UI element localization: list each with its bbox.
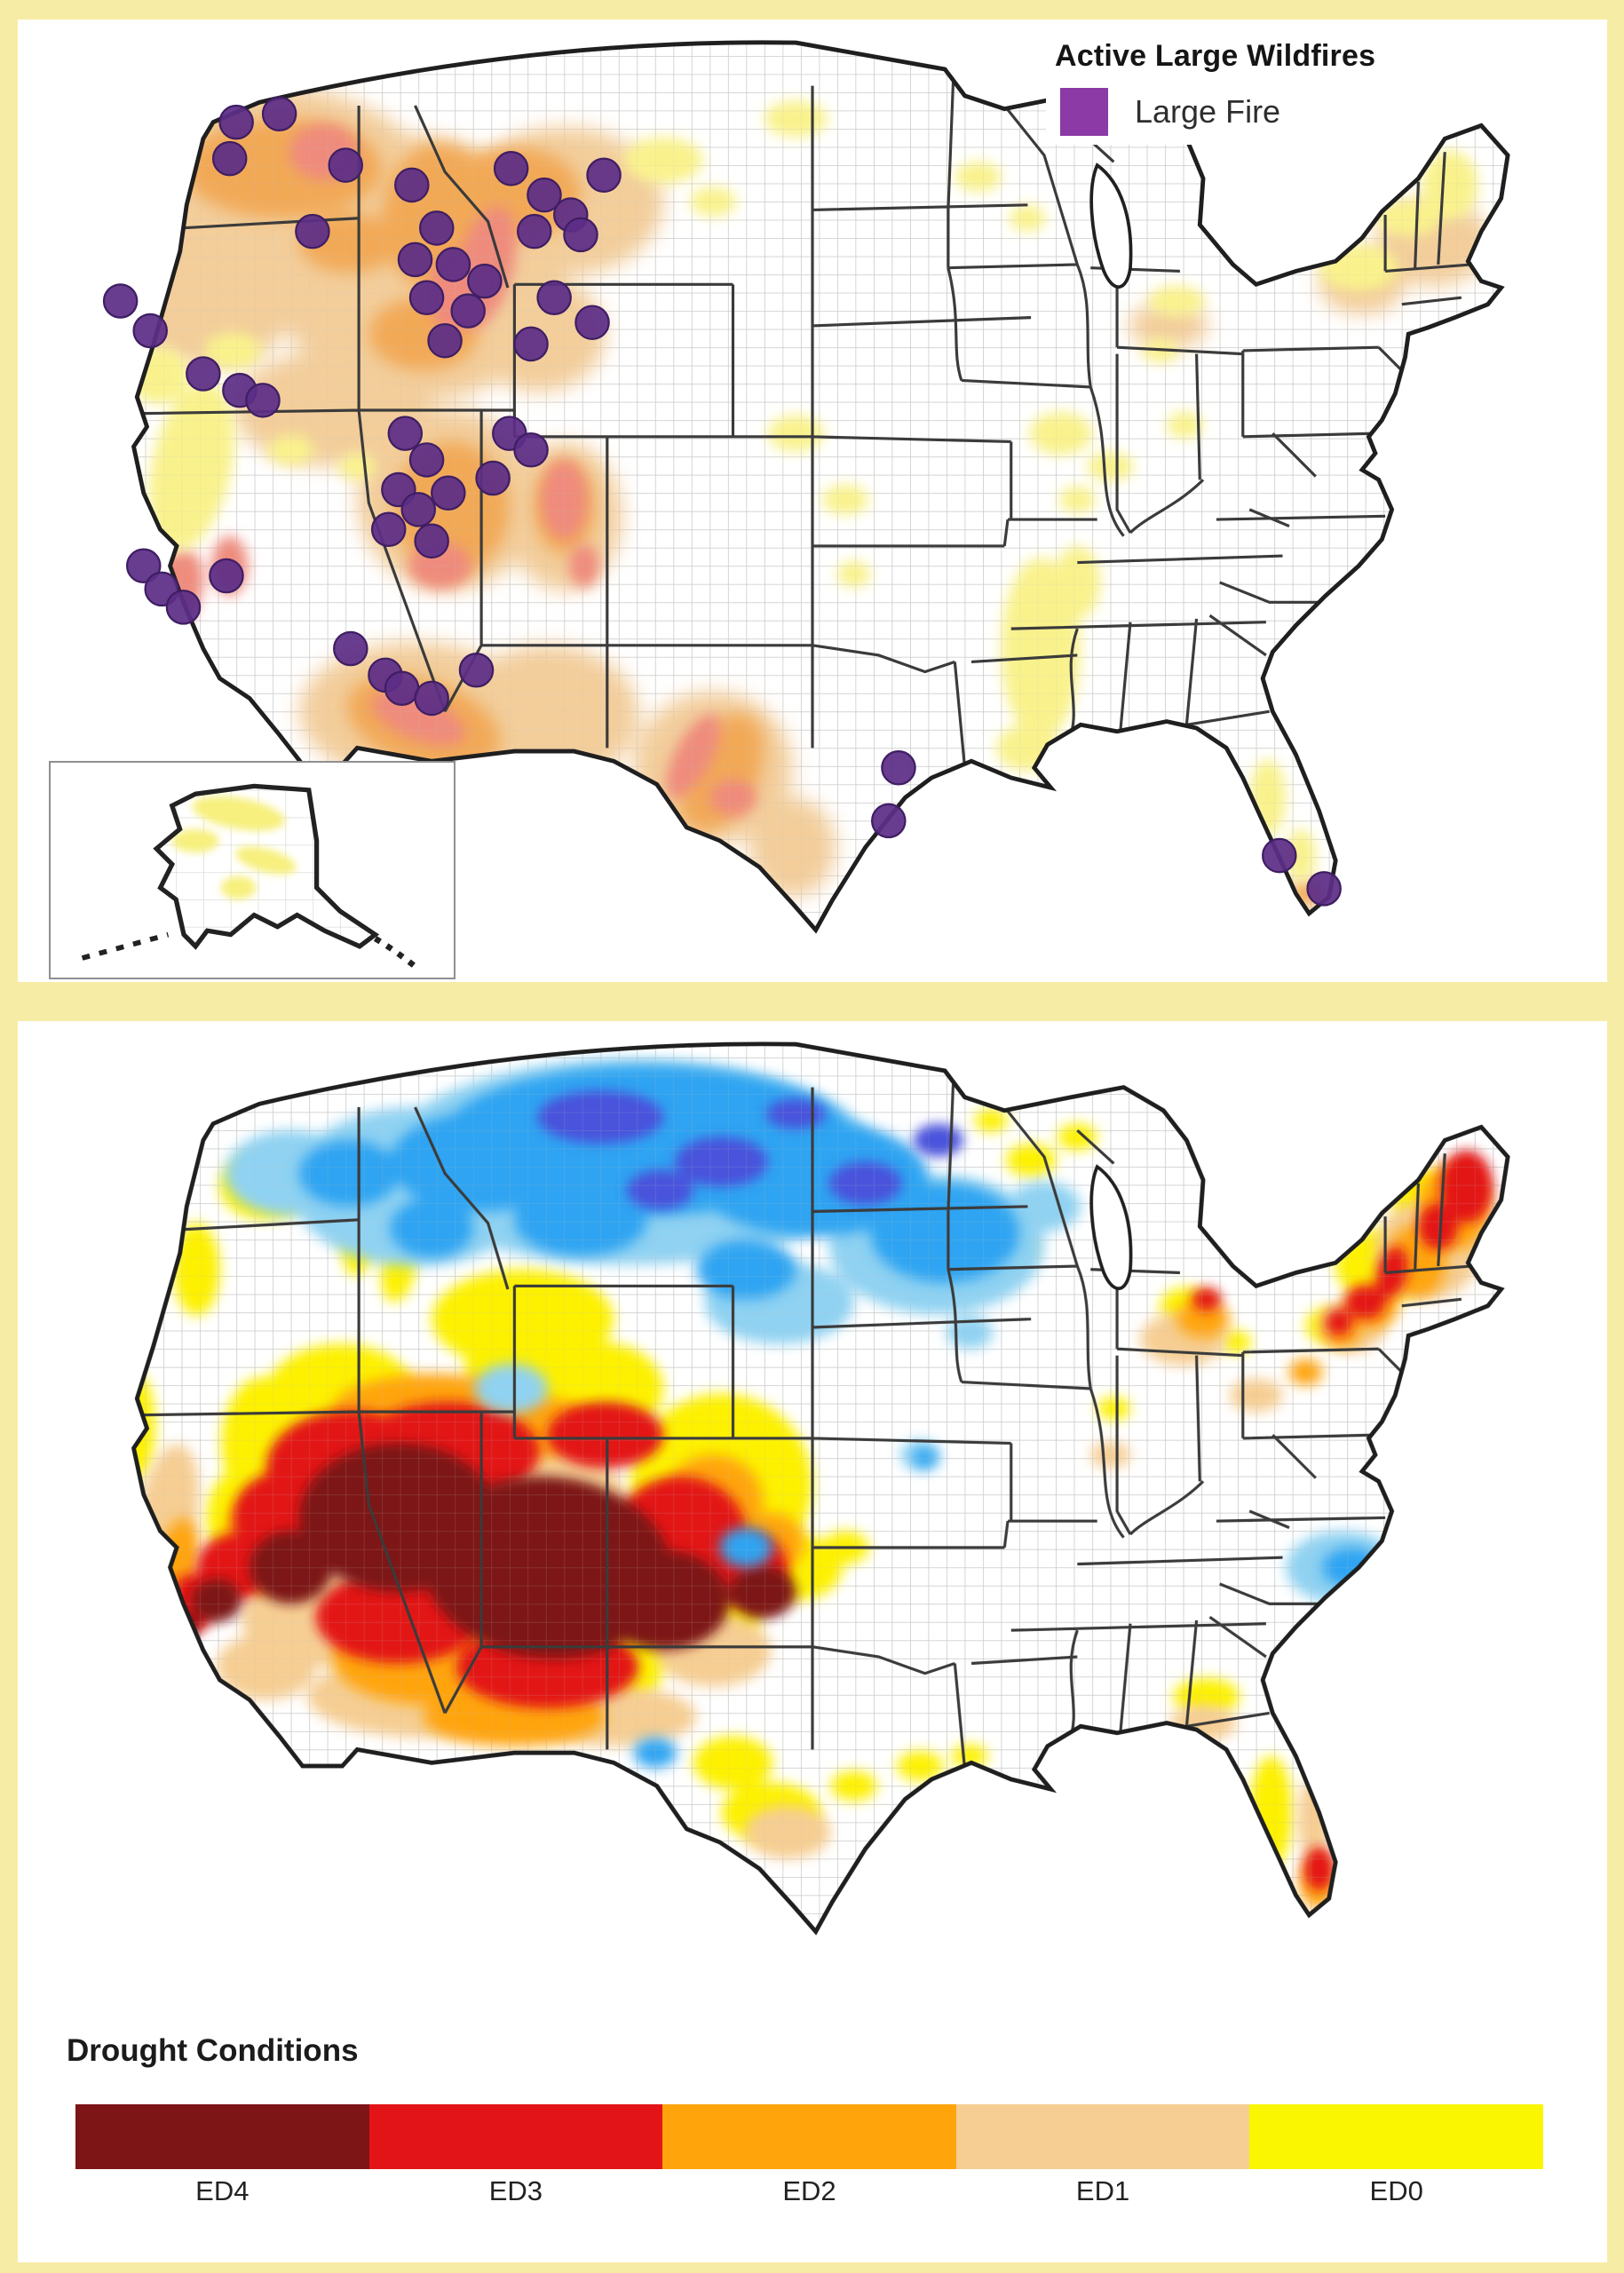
drought-legend: Drought Conditions ED4 ED3 ED2 ED1 ED0: [18, 2033, 1607, 2206]
drought-legend-bar: [75, 2104, 1543, 2169]
us-map-canvas: [131, 1041, 1510, 1936]
drought-swatch-ED0: [1249, 2104, 1543, 2169]
large-fire-label: Large Fire: [1135, 93, 1281, 130]
large-fire-swatch: [1060, 88, 1108, 136]
drought-label-ED3: ED3: [488, 2175, 543, 2206]
wildfire-map-panel: Active Large Wildfires Large Fire: [18, 20, 1607, 982]
fire-dots: [102, 96, 1342, 907]
drought-legend-labels: ED4 ED3 ED2 ED1 ED0: [75, 2175, 1543, 2207]
wildfire-legend-title: Active Large Wildfires: [1055, 39, 1376, 73]
drought-label-ED1: ED1: [1075, 2175, 1130, 2206]
drought-label-ED4: ED4: [195, 2175, 250, 2206]
drought-label-ED2: ED2: [782, 2175, 836, 2206]
alaska-inset: [49, 761, 456, 979]
drought-swatch-ED1: [955, 2104, 1250, 2169]
drought-swatch-ED2: [662, 2104, 956, 2169]
alaska-map-canvas: [81, 783, 416, 969]
drought-legend-title: Drought Conditions: [67, 2033, 359, 2068]
wildfire-legend: Active Large Wildfires Large Fire: [1046, 34, 1389, 145]
aleutian-islands: [81, 931, 170, 961]
alaska-drought-patches: [171, 796, 297, 899]
drought-label-ED0: ED0: [1369, 2175, 1423, 2206]
us-map-canvas: [102, 40, 1510, 934]
drought-swatch-ED3: [368, 2104, 663, 2169]
drought-map-panel: Drought Conditions ED4 ED3 ED2 ED1 ED0: [18, 1021, 1607, 2262]
drought-swatch-ED4: [75, 2104, 369, 2169]
